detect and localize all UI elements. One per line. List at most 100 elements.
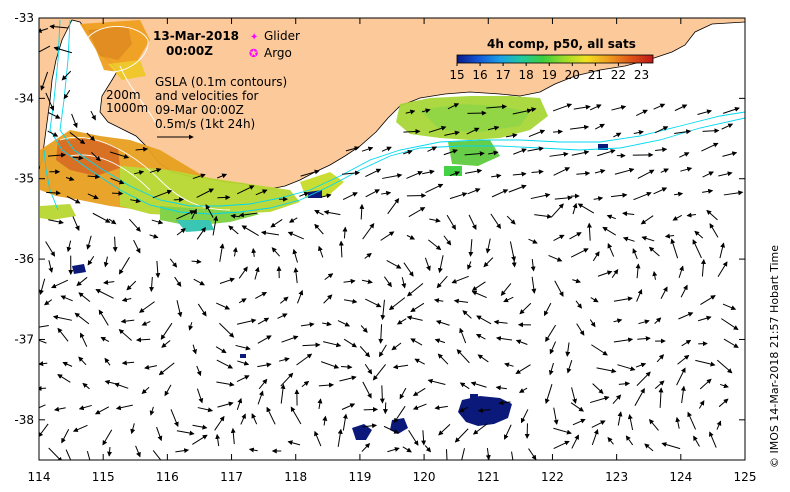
velocity-arrow-icon [149,167,162,173]
velocity-arrow-icon [656,354,665,363]
velocity-arrow-icon [644,443,654,452]
velocity-arrow-icon [78,356,87,366]
velocity-arrow-icon [79,332,88,347]
velocity-arrow-icon [293,267,299,284]
velocity-arrow-icon [257,390,264,405]
velocity-arrow-icon [572,278,581,284]
velocity-arrow-icon [513,148,527,155]
velocity-arrow-icon [467,188,481,195]
velocity-arrow-icon [408,207,426,218]
velocity-arrow-icon [611,105,627,111]
velocity-arrow-icon [446,214,456,231]
velocity-arrow-icon [553,234,565,241]
velocity-arrow-icon [169,258,178,268]
velocity-arrow-icon [428,125,447,133]
velocity-arrow-icon [281,335,299,343]
velocity-arrow-icon [388,297,406,311]
velocity-arrow-icon [271,247,281,257]
velocity-arrow-icon [314,223,324,235]
velocity-arrow-icon [406,282,424,297]
velocity-arrow-icon [449,171,460,177]
velocity-arrow-icon [95,289,114,299]
velocity-arrow-icon [410,338,423,346]
velocity-arrow-icon [86,132,96,141]
velocity-arrow-icon [576,170,591,176]
velocity-arrow-icon [508,184,527,193]
velocity-arrow-icon [459,327,467,344]
velocity-arrow-icon [694,230,704,239]
velocity-arrow-icon [403,262,414,277]
velocity-arrow-icon [48,260,54,273]
velocity-arrow-icon [323,210,341,216]
velocity-arrow-icon [87,174,101,180]
colorbar-tick-label: 21 [588,68,603,82]
velocity-arrow-icon [528,129,546,138]
velocity-arrow-icon [270,218,283,228]
velocity-arrow-icon [365,168,382,177]
velocity-arrow-icon [468,214,477,230]
velocity-arrow-icon [361,146,374,152]
velocity-arrow-icon [301,380,310,388]
velocity-arrow-icon [381,146,392,152]
velocity-arrow-icon [318,382,335,388]
velocity-arrow-icon [299,191,310,197]
velocity-arrow-icon [476,315,492,325]
velocity-arrow-icon [135,337,151,343]
velocity-arrow-icon [158,362,175,376]
velocity-arrow-icon [237,360,250,366]
velocity-arrow-icon [512,171,527,177]
velocity-arrow-icon [109,151,130,159]
velocity-arrow-icon [635,263,641,279]
x-tick-label: 125 [734,470,757,484]
velocity-arrow-icon [380,231,395,241]
velocity-arrow-icon [65,176,75,182]
description-line-3: 09-Mar 00:00Z [155,103,244,117]
velocity-arrow-icon [593,196,604,202]
velocity-arrow-icon [633,191,652,201]
velocity-arrow-icon [464,151,485,157]
velocity-arrow-icon [627,413,634,431]
velocity-arrow-icon [687,411,697,430]
velocity-arrow-icon [176,210,195,220]
velocity-arrow-icon [39,385,47,391]
velocity-arrow-icon [405,109,416,115]
velocity-arrow-icon [680,166,693,172]
velocity-arrow-icon [192,173,206,180]
velocity-arrow-icon [625,435,634,446]
velocity-arrow-icon [406,315,423,321]
velocity-arrow-icon [722,106,740,114]
velocity-arrow-icon [612,394,622,405]
velocity-arrow-icon [257,335,272,344]
velocity-arrow-icon [297,289,304,304]
velocity-arrow-icon [86,450,91,460]
velocity-arrow-icon [636,371,651,387]
velocity-arrow-icon [722,151,738,157]
velocity-arrow-icon [571,387,577,404]
velocity-arrow-icon [429,217,441,223]
velocity-arrow-icon [104,379,115,385]
velocity-arrow-icon [721,123,734,130]
velocity-arrow-icon [44,299,53,306]
velocity-arrow-icon [456,349,470,364]
velocity-arrow-icon [425,183,444,193]
velocity-arrow-icon [176,300,183,318]
velocity-arrow-icon [531,276,537,294]
velocity-arrow-icon [591,429,599,446]
velocity-arrow-icon [528,448,537,460]
velocity-arrow-icon [236,185,255,195]
velocity-arrow-icon [342,170,361,176]
velocity-arrow-icon [365,189,380,198]
x-tick-label: 117 [220,470,243,484]
velocity-arrow-icon [238,212,258,218]
velocity-arrow-icon [360,325,368,333]
velocity-arrow-icon [279,296,289,304]
velocity-arrow-icon [197,407,214,413]
velocity-arrow-icon [491,173,502,179]
velocity-arrow-icon [215,346,227,354]
velocity-arrow-icon [212,215,219,236]
velocity-arrow-icon [577,203,595,214]
velocity-arrow-icon [552,103,573,112]
velocity-arrow-icon [192,424,208,430]
velocity-arrow-icon [437,255,444,274]
description-line-2: and velocities for [155,89,259,103]
